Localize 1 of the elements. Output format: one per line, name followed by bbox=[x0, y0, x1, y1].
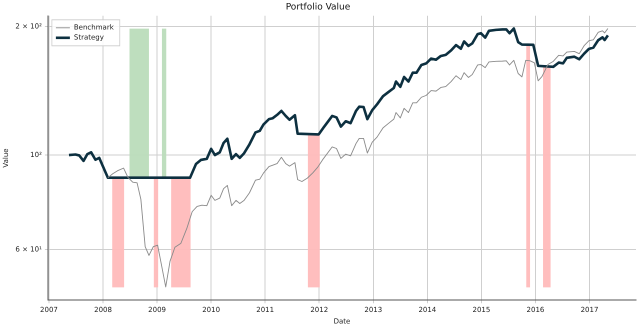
chart-title: Portfolio Value bbox=[286, 2, 351, 13]
